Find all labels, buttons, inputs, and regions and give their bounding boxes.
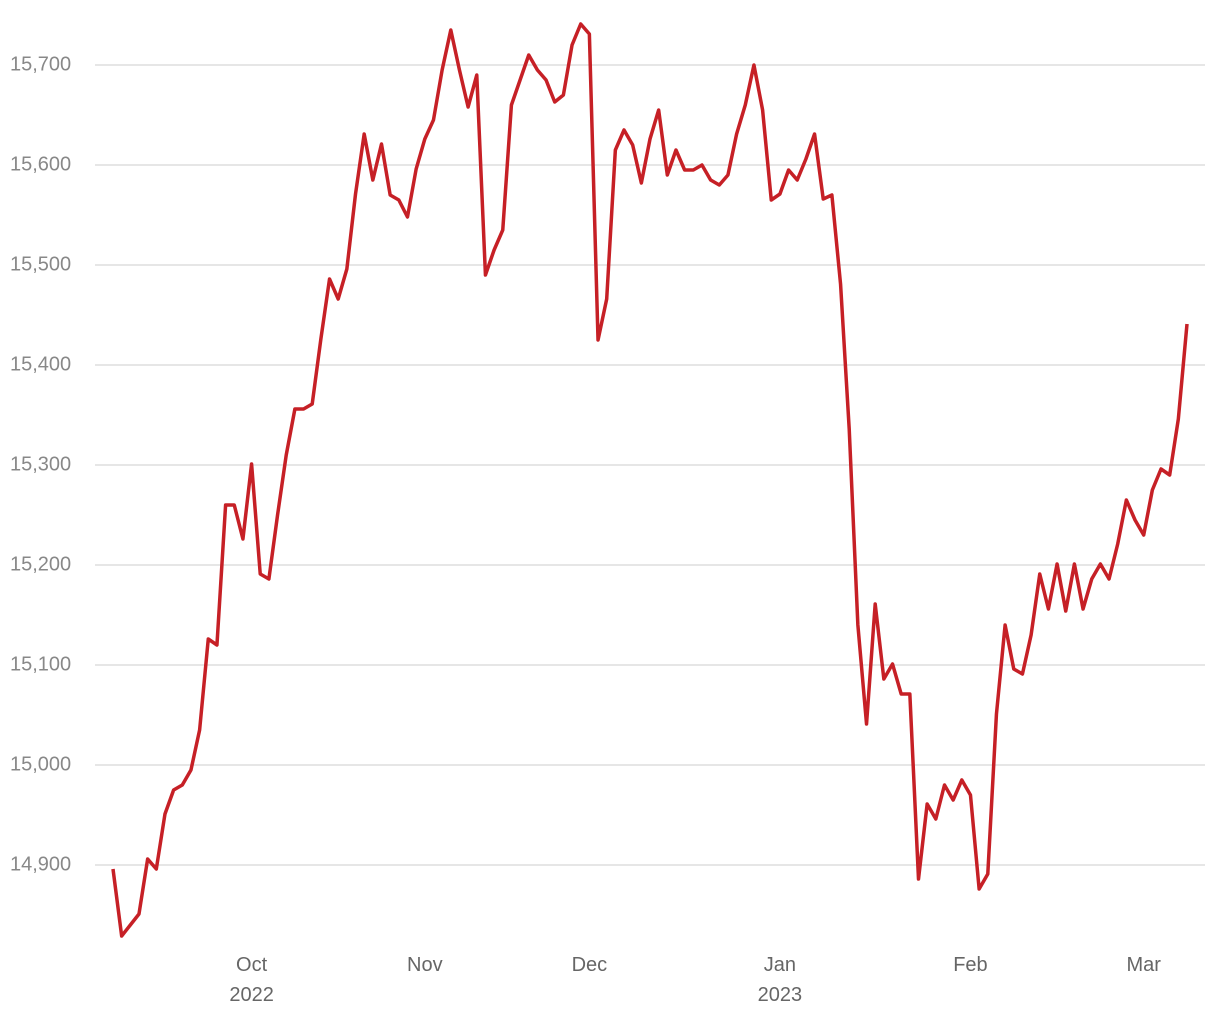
x-tick-label: Feb (953, 954, 987, 976)
x-tick-label: Oct 2022 (229, 954, 274, 1006)
x-tick-label: Jan 2023 (758, 954, 803, 1006)
y-tick-label: 15,100 (10, 653, 71, 675)
y-tick-label: 15,300 (10, 453, 71, 475)
x-tick-label: Nov (407, 954, 443, 976)
y-tick-label: 15,000 (10, 753, 71, 775)
y-tick-label: 15,500 (10, 253, 71, 275)
x-tick-label: Mar (1126, 954, 1161, 976)
price-line (111, 22, 1189, 938)
x-tick-label: Dec (572, 954, 608, 976)
y-tick-label: 15,600 (10, 153, 71, 175)
y-tick-label: 15,200 (10, 553, 71, 575)
y-tick-label: 15,400 (10, 353, 71, 375)
y-tick-label: 15,700 (10, 53, 71, 75)
y-tick-label: 14,900 (10, 853, 71, 875)
